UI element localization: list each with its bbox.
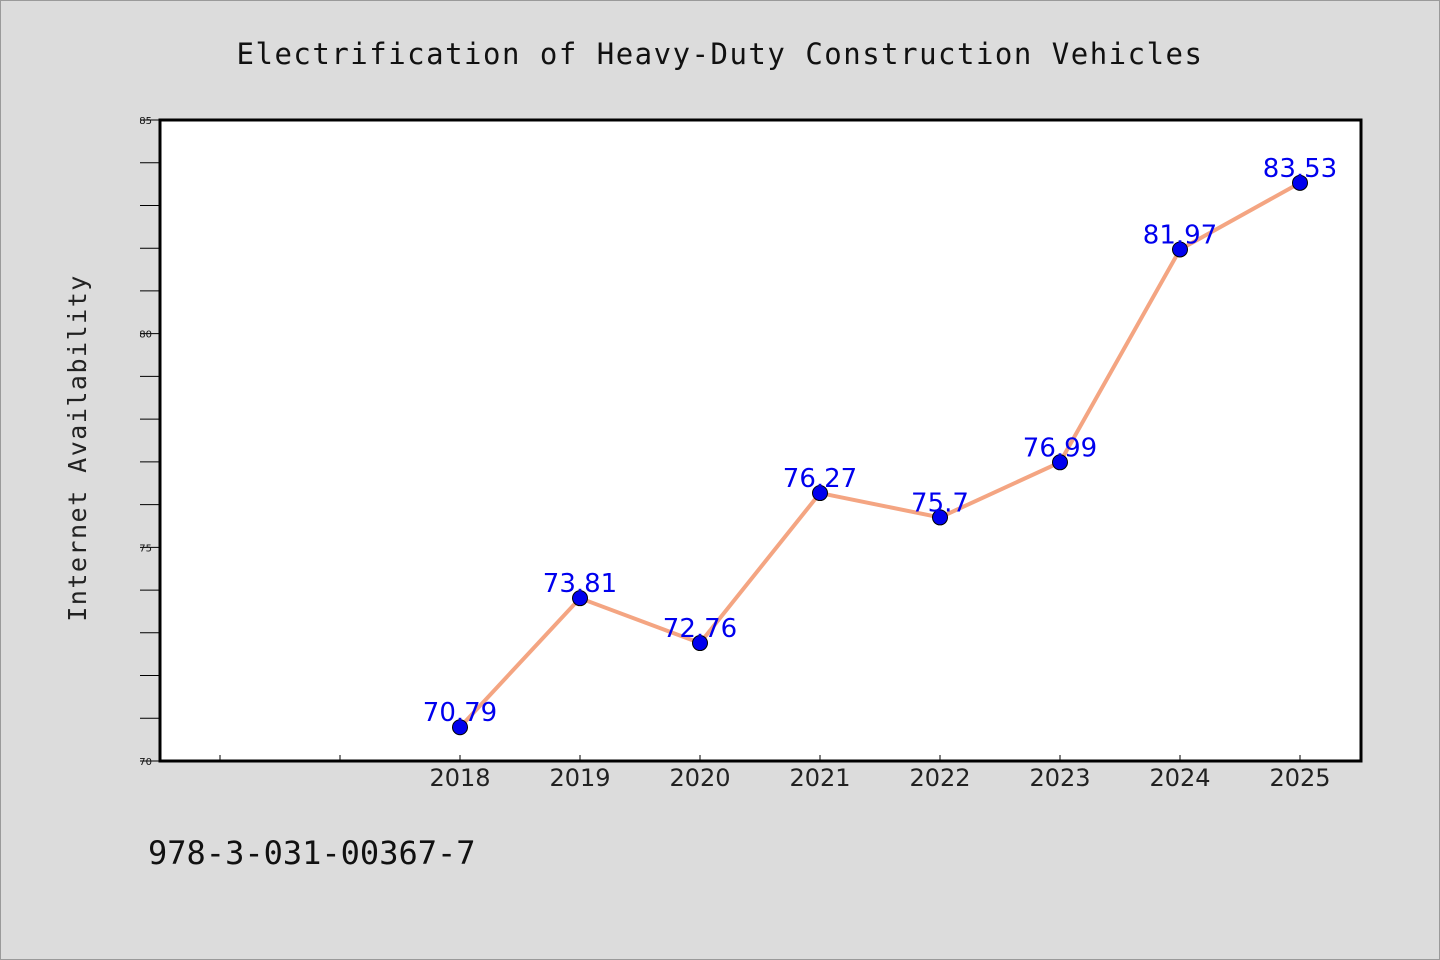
chart-title: Electrification of Heavy-Duty Constructi… (237, 37, 1204, 71)
data-label: 75.7 (911, 488, 969, 518)
y-tick-label: 85 (139, 116, 152, 127)
y-tick-label: 70 (139, 757, 152, 768)
data-label: 76.99 (1023, 433, 1097, 463)
data-point (812, 485, 828, 502)
data-point (1172, 241, 1188, 258)
y-axis-label: Internet Availability (63, 274, 92, 622)
data-label: 83.53 (1263, 154, 1337, 184)
x-tick-label: 2022 (909, 764, 970, 792)
data-point (452, 719, 468, 736)
data-label: 76.27 (783, 464, 857, 494)
x-tick-label: 2019 (549, 764, 610, 792)
data-point (1052, 454, 1068, 471)
y-tick-label: 80 (139, 330, 152, 341)
data-label: 73.81 (543, 569, 617, 599)
data-point (692, 635, 708, 652)
x-tick-label: 2021 (789, 764, 850, 792)
plot-border (158, 118, 1363, 763)
series-group: 70.79 73.81 72.76 76.27 75.7 76.99 81.97 83.53 (423, 154, 1337, 736)
series-line (458, 180, 1302, 730)
axis-ticks: 70 75 80 85 2018 2019 2020 2021 2022 2023 2024 2025 (139, 116, 1330, 792)
data-point (572, 590, 588, 607)
data-label: 70.79 (423, 698, 497, 728)
x-tick-label: 2023 (1029, 764, 1090, 792)
x-tick-label: 2018 (429, 764, 490, 792)
x-tick-label: 2020 (669, 764, 730, 792)
data-point (932, 509, 948, 526)
x-tick-label: 2025 (1269, 764, 1330, 792)
data-point (1292, 174, 1308, 191)
y-tick-label: 75 (139, 543, 152, 554)
data-label: 81.97 (1143, 220, 1217, 250)
x-tick-label: 2024 (1149, 764, 1210, 792)
plot-area (160, 120, 1361, 761)
isbn-footnote: 978-3-031-00367-7 (148, 834, 476, 872)
data-label: 72.76 (663, 614, 737, 644)
